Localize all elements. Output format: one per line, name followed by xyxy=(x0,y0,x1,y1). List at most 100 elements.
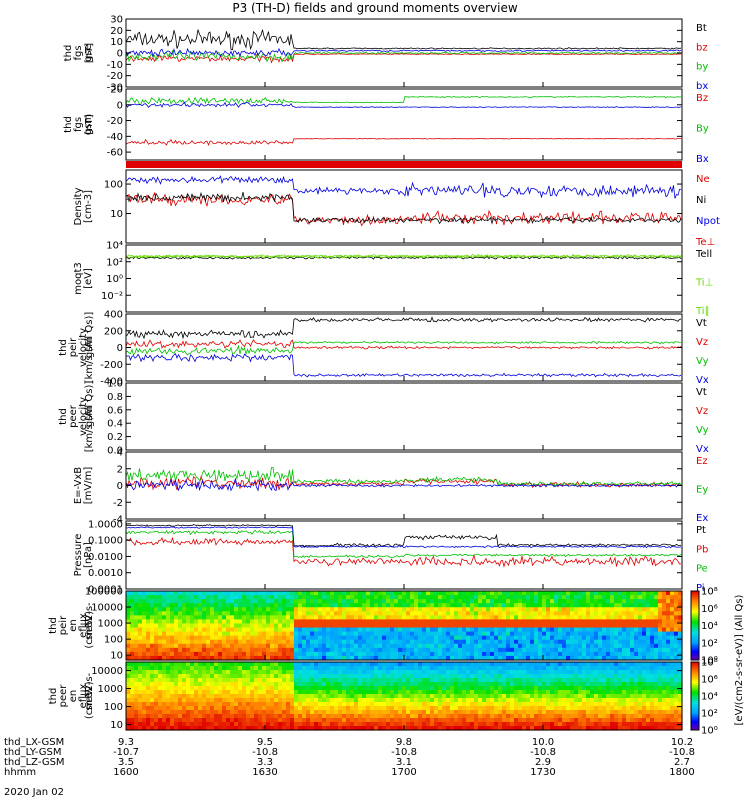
heatmap-cell xyxy=(450,651,455,657)
heatmap-cell xyxy=(590,631,595,637)
ytick-label-peir-en-eflux-4: 100000 xyxy=(85,587,123,598)
heatmap-cell xyxy=(626,710,631,715)
heatmap-cell xyxy=(650,615,655,621)
heatmap-cell xyxy=(426,607,431,612)
heatmap-cell xyxy=(198,627,203,633)
heatmap-cell xyxy=(582,686,587,691)
heatmap-cell xyxy=(566,678,571,683)
heatmap-cell xyxy=(302,662,307,667)
heatmap-cell xyxy=(674,714,679,719)
ylabel-peer-en-eflux-1: peer xyxy=(58,684,69,708)
heatmap-cell xyxy=(150,619,155,625)
heatmap-cell xyxy=(466,607,471,612)
heatmap-cell xyxy=(510,722,515,727)
heatmap-cell xyxy=(126,591,131,596)
heatmap-cell xyxy=(162,623,167,629)
heatmap-cell xyxy=(602,706,607,711)
heatmap-cell xyxy=(570,718,575,723)
heatmap-cell xyxy=(638,631,643,637)
colorbar-label-cbar-peer-2: 10⁴ xyxy=(701,692,718,703)
heatmap-cell xyxy=(162,651,167,657)
heatmap-cell xyxy=(182,722,187,727)
heatmap-cell xyxy=(454,595,459,600)
heatmap-cell xyxy=(430,714,435,719)
heatmap-cell xyxy=(210,639,215,645)
heatmap-cell xyxy=(378,722,383,727)
heatmap-cell xyxy=(326,726,331,731)
heatmap-cell xyxy=(606,651,611,657)
heatmap-cell xyxy=(250,611,255,616)
heatmap-cell xyxy=(306,678,311,683)
heatmap-cell xyxy=(342,631,347,637)
heatmap-cell xyxy=(590,603,595,608)
heatmap-cell xyxy=(350,702,355,707)
heatmap-cell xyxy=(318,714,323,719)
heatmap-cell xyxy=(218,702,223,707)
heatmap-cell xyxy=(234,718,239,723)
heatmap-cell xyxy=(246,599,251,604)
heatmap-cell xyxy=(322,674,327,679)
heatmap-cell xyxy=(190,643,195,649)
heatmap-cell xyxy=(414,698,419,703)
heatmap-cell xyxy=(234,678,239,683)
heatmap-cell xyxy=(138,702,143,707)
heatmap-cell xyxy=(514,702,519,707)
heatmap-cell xyxy=(142,627,147,633)
heatmap-cell xyxy=(426,639,431,645)
heatmap-cell xyxy=(462,670,467,675)
heatmap-cell xyxy=(346,603,351,608)
heatmap-cell xyxy=(642,631,647,637)
heatmap-cell xyxy=(146,611,151,616)
heatmap-cell xyxy=(674,662,679,667)
heatmap-cell xyxy=(290,678,295,683)
heatmap-cell xyxy=(190,710,195,715)
heatmap-cell xyxy=(302,639,307,645)
heatmap-cell xyxy=(650,698,655,703)
heatmap-cell xyxy=(598,718,603,723)
heatmap-cell xyxy=(514,698,519,703)
heatmap-cell xyxy=(506,639,511,645)
heatmap-cell xyxy=(338,647,343,653)
heatmap-cell xyxy=(242,603,247,608)
heatmap-cell xyxy=(558,690,563,695)
heatmap-cell xyxy=(198,607,203,612)
heatmap-cell xyxy=(582,666,587,671)
heatmap-cell xyxy=(254,710,259,715)
heatmap-cell xyxy=(462,595,467,600)
heatmap-cell xyxy=(610,603,615,608)
heatmap-cell xyxy=(338,698,343,703)
heatmap-cell xyxy=(442,623,447,629)
heatmap-cell xyxy=(406,722,411,727)
heatmap-cell xyxy=(170,591,175,596)
heatmap-cell xyxy=(650,591,655,596)
heatmap-cell xyxy=(554,698,559,703)
heatmap-cell xyxy=(662,686,667,691)
heatmap-cell xyxy=(678,647,683,653)
heatmap-cell xyxy=(522,647,527,653)
heatmap-cell xyxy=(478,647,483,653)
heatmap-cell xyxy=(414,623,419,629)
heatmap-cell xyxy=(466,710,471,715)
heatmap-cell xyxy=(162,718,167,723)
heatmap-cell xyxy=(370,639,375,645)
heatmap-cell xyxy=(246,686,251,691)
heatmap-cell xyxy=(406,718,411,723)
heatmap-cell xyxy=(618,603,623,608)
heatmap-cell xyxy=(510,619,515,625)
heatmap-cell xyxy=(326,631,331,637)
heatmap-cell xyxy=(674,686,679,691)
heatmap-cell xyxy=(274,651,279,657)
heatmap-cell xyxy=(610,698,615,703)
heatmap-cell xyxy=(494,619,499,625)
heatmap-cell xyxy=(206,643,211,649)
heatmap-cell xyxy=(290,686,295,691)
heatmap-cell xyxy=(226,635,231,641)
heatmap-cell xyxy=(666,686,671,691)
heatmap-cell xyxy=(430,627,435,633)
heatmap-cell xyxy=(610,607,615,612)
heatmap-cell xyxy=(350,678,355,683)
heatmap-cell xyxy=(574,643,579,649)
heatmap-cell xyxy=(290,666,295,671)
heatmap-cell xyxy=(374,651,379,657)
heatmap-cell xyxy=(670,643,675,649)
